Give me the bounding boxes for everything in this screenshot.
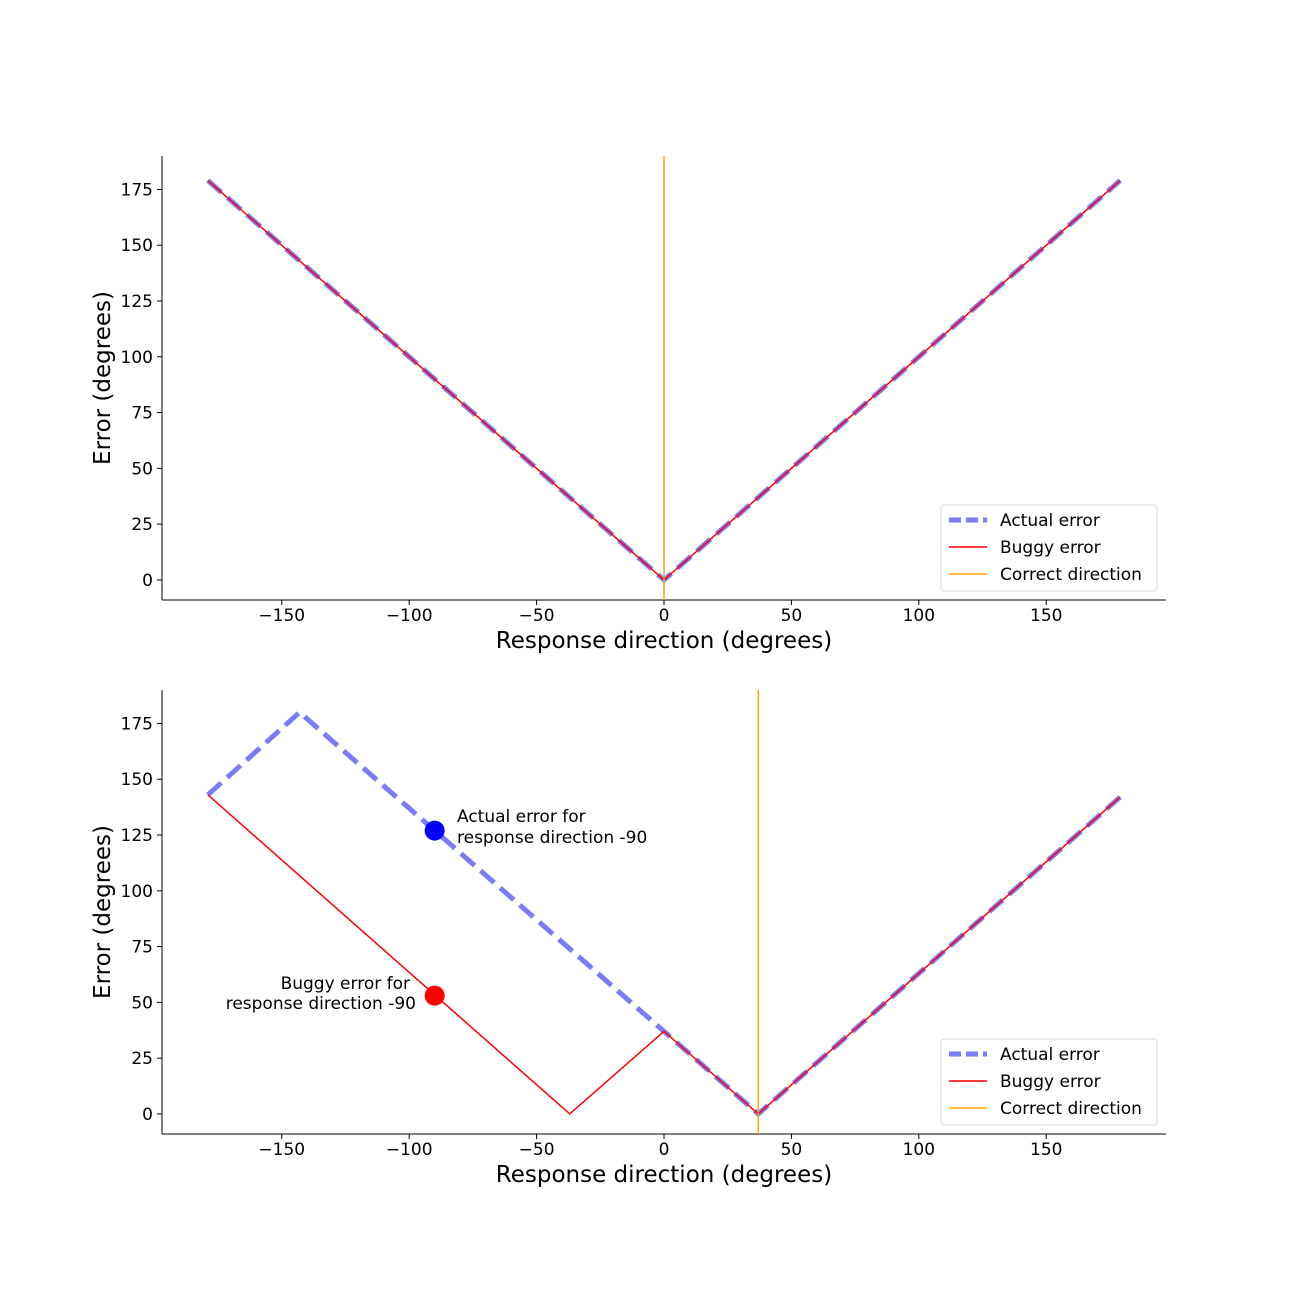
annotation-text: response direction -90 [226, 994, 416, 1014]
y-tick-label: 100 [121, 882, 153, 902]
y-tick-label: 125 [121, 826, 153, 846]
chart-panel-2: −150 −100 −50 0 50 100 150 0 25 50 75 100 125 150 175 R… [90, 690, 1166, 1188]
x-tick-label: 100 [903, 1140, 935, 1160]
data-point [424, 985, 445, 1006]
x-axis-label: Response direction (degrees) [496, 628, 832, 654]
x-tick-label: −100 [386, 1140, 433, 1160]
x-tick-label: 100 [903, 606, 935, 626]
x-tick-label: 0 [659, 1140, 670, 1160]
legend-label: Buggy error [1000, 1072, 1101, 1092]
y-tick-label: 0 [142, 1105, 153, 1125]
data-point [424, 820, 445, 841]
legend-label: Actual error [1000, 1045, 1100, 1065]
y-tick-label: 75 [131, 938, 153, 958]
y-tick-label: 25 [131, 1049, 153, 1069]
y-tick-label: 150 [121, 236, 153, 256]
y-tick-label: 125 [121, 292, 153, 312]
x-axis-label: Response direction (degrees) [496, 1162, 832, 1188]
annotation-text: response direction -90 [457, 828, 647, 848]
x-tick-label: 150 [1030, 606, 1062, 626]
x-tick-label: −100 [386, 606, 433, 626]
y-tick-label: 150 [121, 770, 153, 790]
annotation-text: Actual error for [457, 807, 586, 827]
y-tick-label: 0 [142, 571, 153, 591]
y-tick-label: 175 [121, 714, 153, 734]
y-axis-label: Error (degrees) [90, 825, 116, 999]
x-tick-label: 50 [781, 1140, 803, 1160]
y-tick-label: 75 [131, 404, 153, 424]
legend-label: Correct direction [1000, 1099, 1142, 1119]
y-tick-label: 175 [121, 180, 153, 200]
x-tick-label: −50 [519, 1140, 555, 1160]
legend-label: Actual error [1000, 511, 1100, 531]
legend-box [940, 504, 1158, 592]
chart-panel-1: −150 −100 −50 0 50 100 150 0 25 50 75 100 125 150 175 R… [90, 156, 1166, 654]
x-tick-label: −150 [258, 1140, 305, 1160]
x-tick-label: 0 [659, 606, 670, 626]
x-tick-label: 150 [1030, 1140, 1062, 1160]
y-tick-label: 50 [131, 993, 153, 1013]
y-tick-label: 25 [131, 515, 153, 535]
legend-label: Correct direction [1000, 565, 1142, 585]
y-axis-label: Error (degrees) [90, 291, 116, 465]
x-tick-label: −150 [258, 606, 305, 626]
y-tick-label: 50 [131, 459, 153, 479]
legend-label: Buggy error [1000, 538, 1101, 558]
x-tick-label: −50 [519, 606, 555, 626]
legend-box [940, 1038, 1158, 1126]
series-line-buggy-error [207, 794, 1121, 1115]
y-tick-label: 100 [121, 348, 153, 368]
annotation-text: Buggy error for [281, 974, 410, 994]
x-tick-label: 50 [781, 606, 803, 626]
